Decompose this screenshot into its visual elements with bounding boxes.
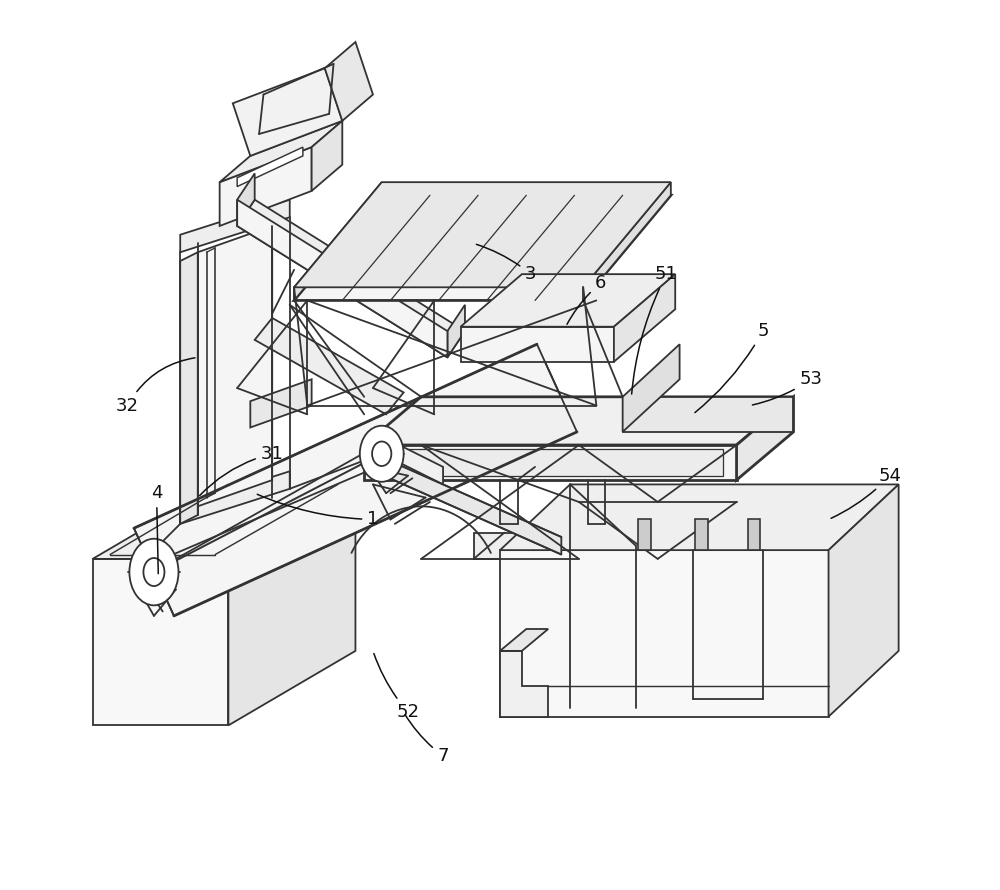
Polygon shape <box>294 182 382 301</box>
Polygon shape <box>220 147 312 226</box>
Polygon shape <box>447 304 465 358</box>
Ellipse shape <box>360 425 404 481</box>
Polygon shape <box>461 327 614 361</box>
Polygon shape <box>382 449 723 475</box>
Polygon shape <box>233 69 342 156</box>
Polygon shape <box>93 559 228 725</box>
Polygon shape <box>294 195 671 301</box>
Polygon shape <box>255 318 404 415</box>
Polygon shape <box>500 629 548 651</box>
Text: 52: 52 <box>374 653 420 721</box>
Polygon shape <box>198 226 272 506</box>
Polygon shape <box>180 252 198 524</box>
Polygon shape <box>623 397 793 432</box>
Polygon shape <box>237 199 465 358</box>
Text: 31: 31 <box>200 445 284 496</box>
Polygon shape <box>500 484 899 550</box>
Ellipse shape <box>143 558 164 586</box>
Text: 53: 53 <box>752 370 823 405</box>
Polygon shape <box>474 532 553 559</box>
Ellipse shape <box>372 441 391 466</box>
Polygon shape <box>364 449 561 554</box>
Polygon shape <box>364 445 737 480</box>
Polygon shape <box>583 182 671 301</box>
Text: 51: 51 <box>632 265 678 394</box>
Polygon shape <box>180 199 290 252</box>
Polygon shape <box>829 484 899 716</box>
Polygon shape <box>500 651 548 716</box>
Polygon shape <box>364 397 793 445</box>
Text: 6: 6 <box>567 274 606 324</box>
Polygon shape <box>250 379 312 427</box>
Text: 4: 4 <box>151 484 162 574</box>
Polygon shape <box>695 520 708 550</box>
Polygon shape <box>623 344 680 432</box>
Polygon shape <box>748 520 760 550</box>
Polygon shape <box>134 344 577 616</box>
Text: 1: 1 <box>257 494 379 529</box>
Polygon shape <box>237 199 447 358</box>
Polygon shape <box>312 121 342 191</box>
Polygon shape <box>382 436 443 484</box>
Polygon shape <box>220 121 342 182</box>
Text: 3: 3 <box>476 245 536 283</box>
Text: 5: 5 <box>695 322 769 413</box>
Polygon shape <box>93 484 355 559</box>
Polygon shape <box>294 182 671 287</box>
Polygon shape <box>237 174 255 226</box>
Polygon shape <box>325 42 373 121</box>
Text: 32: 32 <box>116 358 195 415</box>
Polygon shape <box>461 274 675 327</box>
Polygon shape <box>237 147 303 187</box>
Polygon shape <box>737 397 793 480</box>
Text: 7: 7 <box>405 715 449 765</box>
Polygon shape <box>500 550 829 716</box>
Polygon shape <box>228 484 355 725</box>
Text: 54: 54 <box>831 466 901 518</box>
Ellipse shape <box>129 538 178 605</box>
Polygon shape <box>180 472 290 524</box>
Polygon shape <box>638 520 651 550</box>
Polygon shape <box>614 274 675 361</box>
